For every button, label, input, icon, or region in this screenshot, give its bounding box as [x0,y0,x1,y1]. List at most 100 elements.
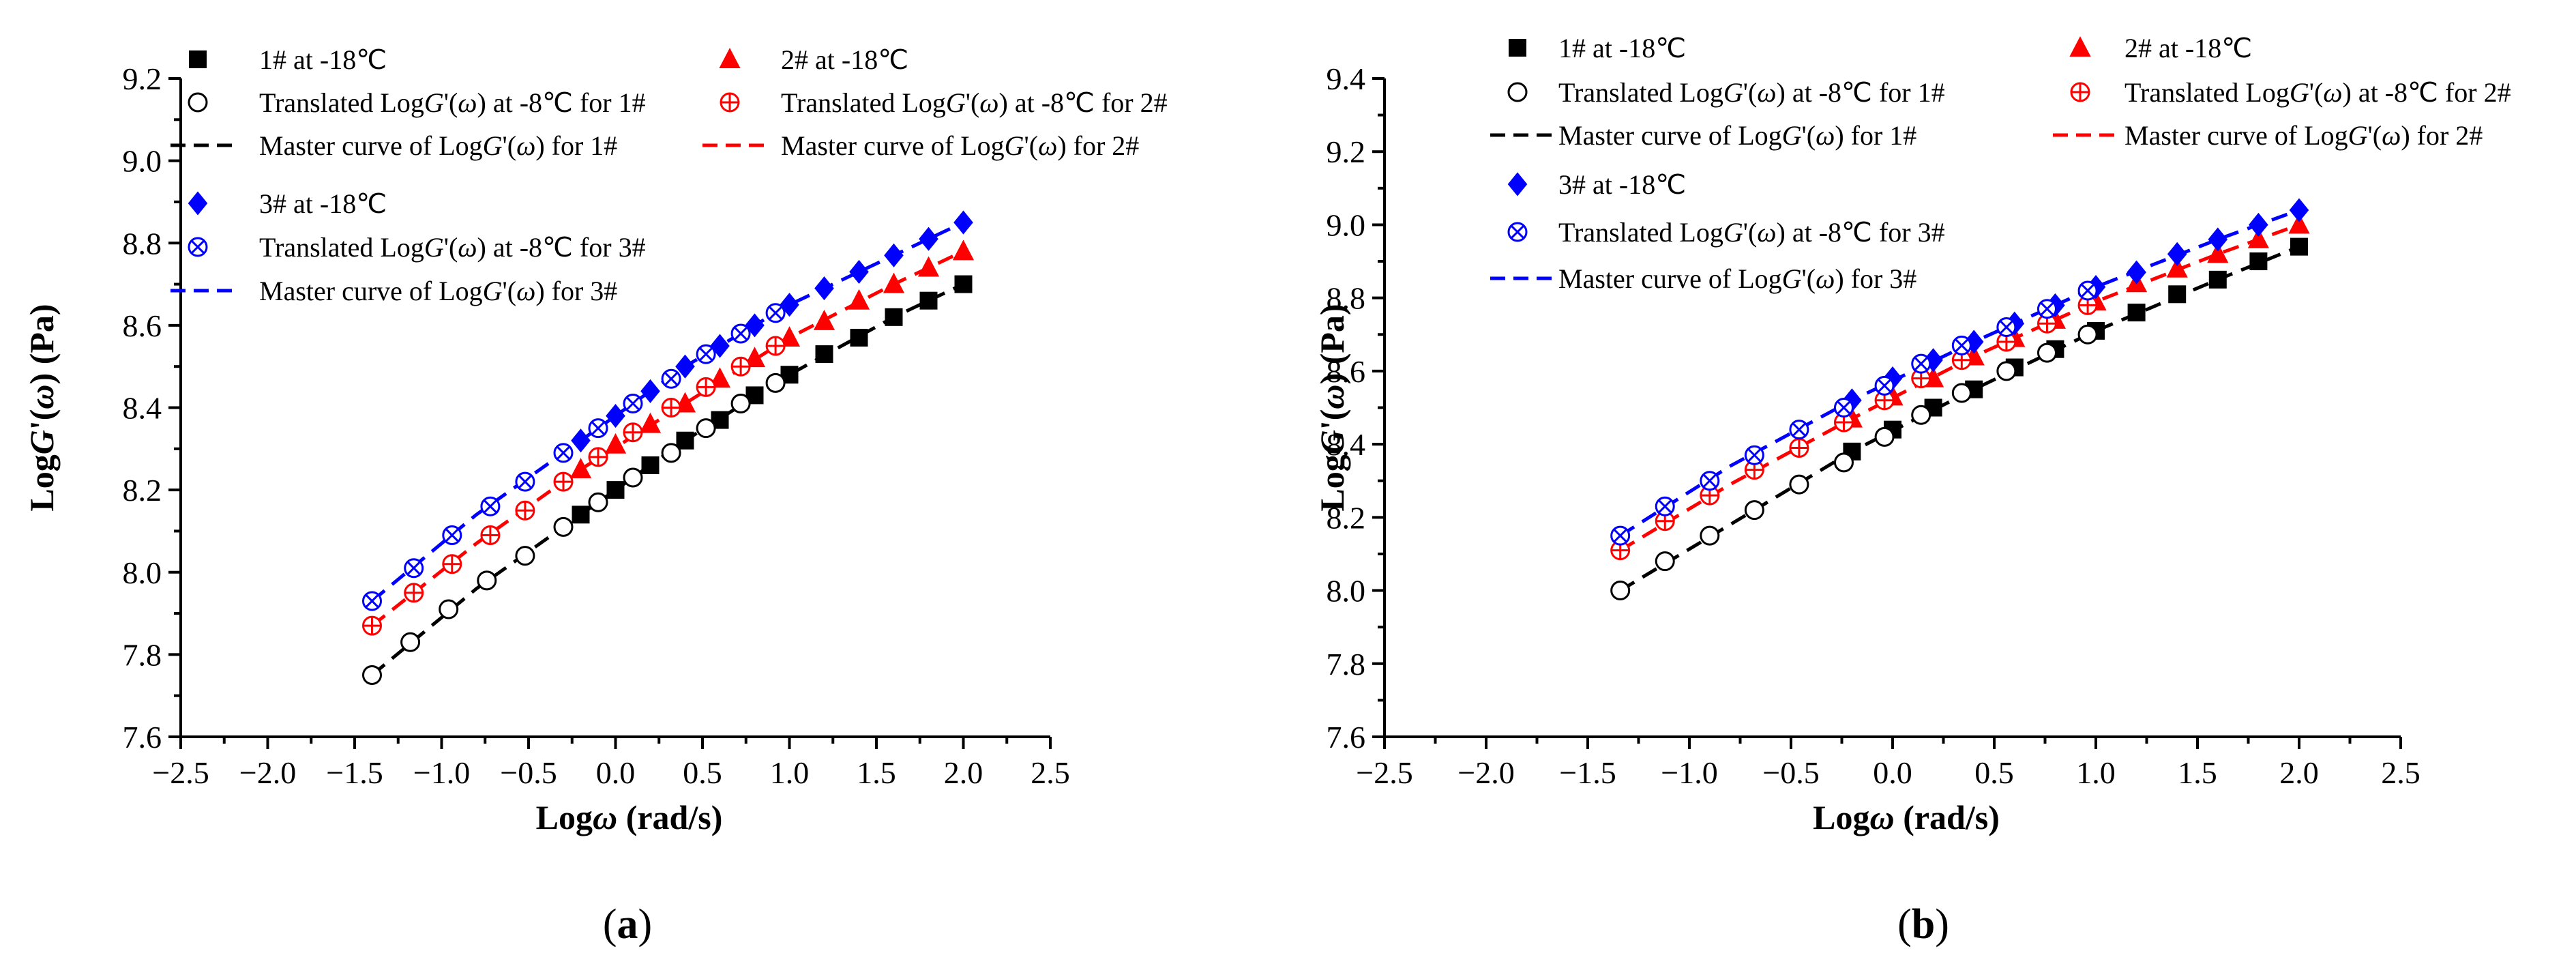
data-point-series-0 [572,506,590,524]
y-tick-label: 8.8 [123,226,162,261]
data-point-series-6 [2127,260,2146,284]
panel-b-marks [1610,198,2310,601]
data-point-series-1 [439,599,459,619]
x-tick-label: −1.0 [1661,755,1717,790]
x-tick-label: −0.5 [1762,755,1819,790]
legend-label-7: Translated LogG'(ω) at -8℃ for 3# [259,232,646,263]
data-point-series-7 [404,558,424,579]
data-point-series-6 [640,379,660,403]
x-tick-label: 1.0 [770,755,810,790]
data-point-series-7 [1610,525,1631,546]
legend-label-6: 3# at -18℃ [259,188,387,219]
data-point-series-1 [661,443,681,463]
data-point-series-4 [442,554,462,574]
legend-label-7: Translated LogG'(ω) at -8℃ for 3# [1558,217,1945,248]
x-tick-label: 1.5 [857,755,896,790]
data-point-series-7 [553,443,574,463]
y-tick-label: 8.4 [1327,427,1366,462]
data-point-series-3 [2207,242,2229,263]
legend-marker-6 [188,191,208,216]
legend-label-1: 2# at -18℃ [781,44,908,75]
data-point-series-3 [917,256,940,277]
master-curve-series-5 [370,250,964,628]
legend-marker-2 [1507,82,1528,102]
data-point-series-0 [641,456,660,474]
data-point-series-6 [2249,212,2268,237]
data-point-series-7 [1911,353,1931,374]
x-tick-label: 2.0 [944,755,983,790]
y-tick-label: 8.0 [123,555,162,590]
data-point-series-3 [883,272,905,293]
data-point-series-1 [400,632,421,652]
data-point-series-7 [1744,445,1764,465]
panel-a-axes: −2.5 −2.0 −1.5 −1.0 −0.5 0.0 0.5 1.0 1.5 2.0 2.5 7.… [23,61,1070,836]
y-tick-label: 8.8 [1327,281,1366,316]
data-point-series-1 [553,516,574,537]
data-point-series-0 [850,328,868,347]
data-point-series-1 [1996,361,2017,381]
data-point-series-0 [2249,252,2268,271]
data-point-series-7 [1700,471,1720,491]
data-point-series-3 [2288,213,2310,234]
data-point-series-0 [815,345,833,364]
data-point-series-3 [569,458,592,478]
data-point-series-0 [2127,304,2146,322]
data-point-series-6 [953,210,973,235]
x-tick-label: −0.5 [500,755,557,790]
data-point-series-1 [477,570,497,591]
panel-a-label-open: ( [603,901,617,948]
data-point-series-6 [2208,227,2228,252]
legend-label-3: Translated LogG'(ω) at -8℃ for 2# [781,87,1168,118]
data-point-series-6 [571,428,591,453]
data-point-series-1 [515,546,535,566]
data-point-series-6 [849,259,869,284]
legend-label-5: Master curve of LogG'(ω) for 2# [781,130,1139,161]
data-point-series-0 [954,275,973,293]
data-point-series-4 [730,356,751,377]
data-point-series-0 [919,291,938,310]
y-tick-label: 9.0 [123,144,162,179]
data-point-series-1 [1911,405,1931,425]
data-point-series-0 [606,481,625,499]
x-axis-title: Logω (rad/s) [1813,798,2000,836]
data-point-series-6 [606,404,625,428]
legend-marker-0 [189,50,207,68]
x-tick-label: 0.5 [1974,755,2014,790]
legend-marker-3 [720,92,740,113]
data-point-series-1 [623,467,643,488]
y-axis-title: LogG'(ω) (Pa) [23,304,61,511]
x-tick-label: −2.5 [152,755,209,790]
data-point-series-6 [884,243,904,267]
data-point-series-4 [404,583,424,603]
data-point-series-7 [623,393,643,413]
data-point-series-0 [885,308,903,326]
x-tick-label: 1.5 [2178,755,2217,790]
data-point-series-4 [661,398,681,418]
x-tick-label: 0.0 [1873,755,1912,790]
data-point-series-4 [362,615,382,636]
y-tick-label: 8.2 [123,473,162,508]
x-tick-label: 0.5 [683,755,722,790]
x-tick-label: −1.0 [413,755,470,790]
data-point-series-3 [848,289,870,310]
y-tick-label: 7.8 [1327,647,1366,682]
data-point-series-4 [553,471,574,492]
y-tick-label: 9.2 [1327,134,1366,169]
x-tick-label: 2.5 [1031,755,1070,790]
data-point-series-7 [1874,375,1895,396]
y-tick-label: 9.4 [1327,61,1366,96]
data-point-series-3 [604,433,627,454]
y-tick-label: 8.0 [1327,574,1366,609]
data-point-series-1 [2037,342,2057,363]
y-tick-label: 9.2 [123,61,162,96]
x-tick-label: −2.0 [1457,755,1514,790]
data-point-series-1 [1744,500,1764,521]
data-point-series-1 [1610,581,1631,601]
data-point-series-3 [2247,227,2269,248]
data-point-series-7 [515,471,535,492]
panel-b-chart: −2.5 −2.0 −1.5 −1.0 −0.5 0.0 0.5 1.0 1.5 2.0 2.5 7.… [1313,33,2511,948]
data-point-series-1 [362,665,382,686]
legend-label-3: Translated LogG'(ω) at -8℃ for 2# [2125,77,2511,108]
data-point-series-7 [480,496,501,516]
